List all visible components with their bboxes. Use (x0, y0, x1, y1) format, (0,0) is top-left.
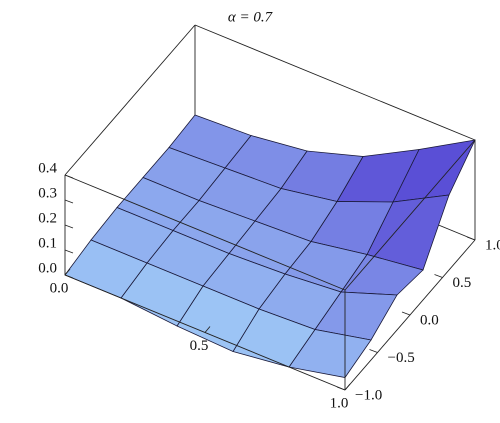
x-tick (64, 268, 71, 276)
x-tick-label: 0.5 (190, 338, 209, 354)
x-tick-label: 0.0 (50, 280, 69, 296)
box-edge (194, 24, 476, 141)
z-tick (64, 174, 74, 179)
z-tick-label: 0.0 (38, 260, 57, 276)
z-tick-label: 0.3 (38, 185, 57, 201)
box-edge (344, 139, 476, 291)
z-tick-label: 0.1 (38, 235, 57, 251)
y-tick (401, 311, 411, 316)
z-tick (64, 249, 74, 254)
y-tick-label: 0.5 (453, 275, 472, 291)
y-tick (466, 236, 476, 241)
z-tick-label: 0.4 (38, 160, 57, 176)
z-tick (64, 199, 74, 204)
y-tick-label: −0.5 (388, 350, 415, 366)
box-edge (64, 24, 196, 176)
x-tick (204, 326, 211, 333)
z-tick (64, 274, 74, 279)
z-tick-label: 0.2 (38, 210, 57, 226)
y-tick-label: 1.0 (485, 237, 500, 253)
box-edge (64, 174, 346, 291)
z-tick (64, 224, 74, 229)
y-tick-label: −1.0 (355, 387, 382, 403)
x-tick-label: 1.0 (330, 395, 349, 411)
x-tick (344, 383, 351, 391)
y-tick (336, 386, 346, 391)
y-tick (434, 274, 443, 278)
y-tick (369, 349, 378, 353)
chart-title: α = 0.7 (228, 9, 274, 25)
y-tick-label: 0.0 (420, 312, 439, 328)
